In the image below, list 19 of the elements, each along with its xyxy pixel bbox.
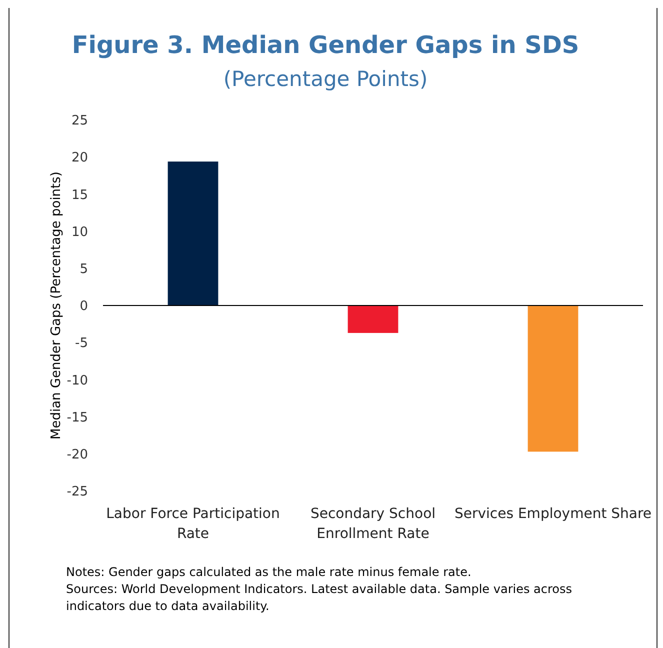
x-tick-label: Secondary School Enrollment Rate — [310, 506, 436, 542]
y-tick-label: -15 — [66, 410, 88, 426]
y-tick-label: 10 — [71, 224, 88, 240]
chart-title: Figure 3. Median Gender Gaps in SDS — [72, 31, 580, 59]
y-axis-title: Median Gender Gaps (Percentage points) — [49, 172, 64, 440]
y-tick-label: 25 — [71, 114, 88, 129]
y-tick-label: 0 — [80, 299, 88, 314]
y-tick-label: -25 — [66, 484, 88, 500]
y-tick-label: 20 — [71, 150, 88, 166]
y-tick-label: -20 — [66, 447, 88, 462]
y-tick-label: 5 — [80, 262, 88, 277]
text: Notes: Gender gaps calculated as the male rate minus female rate. — [66, 565, 472, 579]
y-tick-label: 15 — [71, 188, 88, 203]
chart-subtitle: (Percentage Points) — [223, 67, 428, 91]
x-tick-label: Labor Force Participation Rate — [106, 506, 280, 542]
y-tick-label: -10 — [66, 373, 88, 388]
y-tick-label: -5 — [75, 336, 88, 352]
x-tick-label: Services Employment Share — [454, 506, 652, 522]
source-note: Sources: World Development Indicators. Latest available data. Sample varies across indicators due to data availability. — [66, 582, 572, 613]
